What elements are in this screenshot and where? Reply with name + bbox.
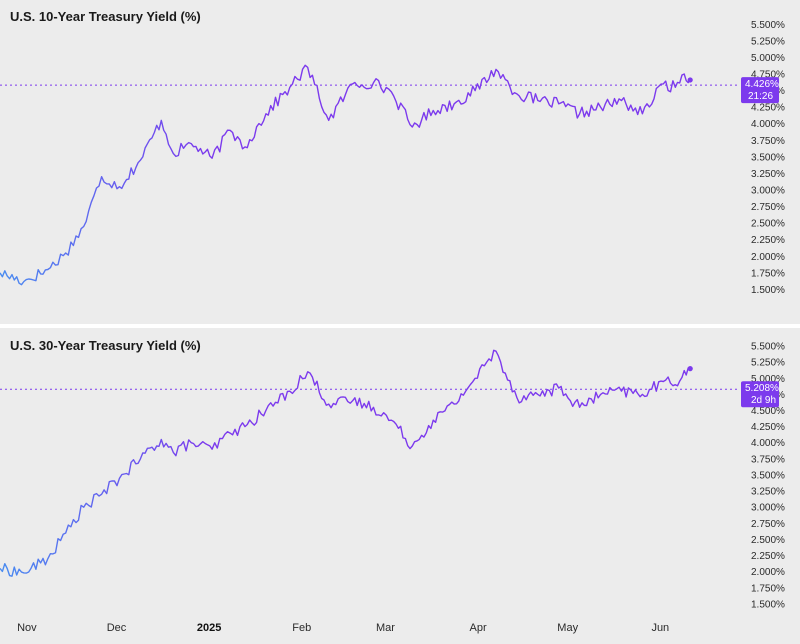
y-tick-label: 3.500% [751, 470, 785, 481]
y-tick-label: 3.500% [751, 152, 785, 163]
chart-title-30-year: U.S. 30-Year Treasury Yield (%) [10, 338, 201, 353]
y-tick-label: 5.250% [751, 36, 785, 47]
y-tick-label: 1.500% [751, 599, 785, 610]
y-tick-label: 2.500% [751, 535, 785, 546]
y-tick-label: 1.750% [751, 583, 785, 594]
y-tick-label: 2.250% [751, 551, 785, 562]
x-tick-label: Feb [292, 622, 311, 634]
y-tick-label: 2.750% [751, 519, 785, 530]
x-tick-label: Dec [107, 622, 127, 634]
last-value-dot [687, 366, 693, 372]
y-tick-label: 4.750% [751, 70, 785, 81]
y-tick-label: 4.000% [751, 119, 785, 130]
price-badge-value: 5.208% [745, 383, 779, 394]
x-tick-label: Mar [376, 622, 395, 634]
x-axis: Nov Dec 2025 Feb Mar Apr May Jun [17, 622, 669, 634]
yield-series-30-year [0, 349, 693, 577]
y-tick-label: 1.500% [751, 285, 785, 296]
y-tick-label: 3.250% [751, 169, 785, 180]
price-badge-background [741, 381, 779, 408]
y-axis-10-year: 5.500%5.250%5.000%4.750%4.500%4.250%4.00… [751, 20, 785, 296]
y-tick-label: 1.750% [751, 268, 785, 279]
y-tick-label: 2.500% [751, 219, 785, 230]
yield-line [0, 349, 691, 577]
y-tick-label: 3.250% [751, 487, 785, 498]
y-tick-label: 2.000% [751, 252, 785, 263]
y-tick-label: 3.000% [751, 503, 785, 514]
y-tick-label: 5.000% [751, 374, 785, 385]
y-tick-label: 3.750% [751, 454, 785, 465]
price-badge-value: 4.426% [745, 79, 779, 90]
y-tick-label: 4.000% [751, 438, 785, 449]
y-tick-label: 3.000% [751, 186, 785, 197]
y-tick-label: 2.000% [751, 567, 785, 578]
x-tick-label: Jun [651, 622, 669, 634]
panel-divider [0, 324, 800, 328]
x-tick-label: Apr [469, 622, 486, 634]
price-badge-10-year: 4.426% 21:26 [741, 77, 779, 104]
price-badge-background [741, 77, 779, 104]
price-badge-time: 21:26 [748, 91, 773, 102]
x-tick-label: 2025 [197, 622, 221, 634]
yield-series-10-year [0, 64, 693, 286]
last-value-dot [687, 77, 693, 83]
y-tick-label: 4.500% [751, 406, 785, 417]
y-tick-label: 2.750% [751, 202, 785, 213]
x-tick-label: May [557, 622, 578, 634]
y-tick-label: 2.250% [751, 235, 785, 246]
y-tick-label: 5.000% [751, 53, 785, 64]
price-badge-30-year: 5.208% 2d 9h [741, 381, 779, 408]
panel-30-year: U.S. 30-Year Treasury Yield (%) 5.500% 5.… [0, 338, 785, 610]
x-tick-label: Nov [17, 622, 37, 634]
panel-10-year: U.S. 10-Year Treasury Yield (%) 5.500% 5.… [0, 9, 785, 296]
yield-line [0, 64, 691, 286]
price-badge-time: 2d 9h [751, 395, 776, 406]
y-tick-label: 5.500% [751, 20, 785, 31]
y-tick-label: 4.250% [751, 422, 785, 433]
y-tick-label: 3.750% [751, 136, 785, 147]
chart-title-10-year: U.S. 10-Year Treasury Yield (%) [10, 9, 201, 24]
y-tick-label: 5.250% [751, 358, 785, 369]
y-tick-label: 5.500% [751, 342, 785, 353]
y-tick-label: 4.250% [751, 103, 785, 114]
